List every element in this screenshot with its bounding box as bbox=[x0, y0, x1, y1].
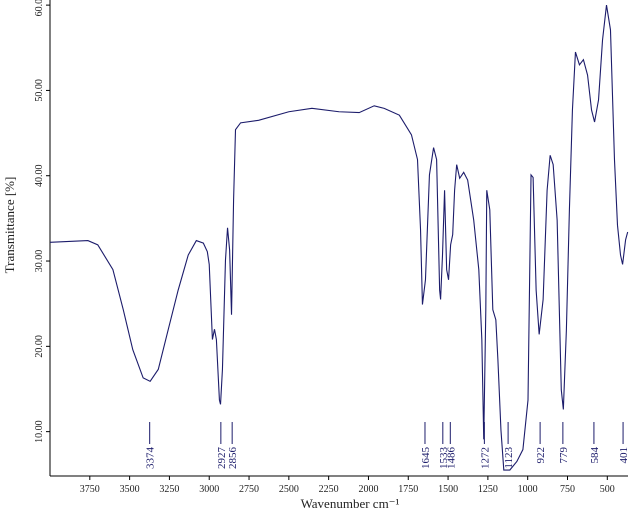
y-axis-title: Transmittance [%] bbox=[2, 177, 17, 274]
peak-label: 401 bbox=[618, 447, 630, 464]
x-tick-label: 3250 bbox=[159, 484, 179, 495]
y-tick-label: 50.00 bbox=[34, 79, 45, 102]
peak-label: 1533 bbox=[438, 447, 450, 470]
y-tick-label: 40.00 bbox=[34, 164, 45, 187]
y-tick-label: 20.00 bbox=[34, 335, 45, 358]
x-tick-label: 3750 bbox=[80, 484, 100, 495]
peak-label: 922 bbox=[535, 447, 547, 464]
x-tick-label: 2000 bbox=[358, 484, 378, 495]
y-tick-label: 30.00 bbox=[34, 250, 45, 273]
x-tick-label: 1000 bbox=[518, 484, 538, 495]
peak-label: 1272 bbox=[479, 447, 491, 469]
x-tick-label: 2750 bbox=[239, 484, 259, 495]
peak-label: 584 bbox=[589, 447, 601, 464]
x-tick-label: 3500 bbox=[120, 484, 140, 495]
peak-label: 2856 bbox=[227, 447, 239, 470]
peak-label: 2927 bbox=[216, 447, 228, 470]
peak-label: 3374 bbox=[145, 447, 157, 470]
peak-label: 1486 bbox=[445, 447, 457, 470]
x-axis-title: Wavenumber cm⁻¹ bbox=[301, 496, 400, 511]
x-tick-label: 1750 bbox=[398, 484, 418, 495]
x-tick-label: 750 bbox=[560, 484, 575, 495]
peak-label: 1645 bbox=[420, 447, 432, 470]
peak-label: 779 bbox=[558, 447, 570, 464]
x-tick-label: 500 bbox=[600, 484, 615, 495]
peak-label: 1123 bbox=[503, 447, 515, 469]
x-tick-label: 3000 bbox=[199, 484, 219, 495]
spectrum-line bbox=[49, 5, 629, 471]
x-tick-label: 2500 bbox=[279, 484, 299, 495]
y-tick-label: 60.00 bbox=[34, 0, 45, 16]
x-tick-label: 1500 bbox=[438, 484, 458, 495]
x-tick-label: 1250 bbox=[478, 484, 498, 495]
x-tick-label: 2250 bbox=[319, 484, 339, 495]
y-tick-label: 10.00 bbox=[34, 420, 45, 443]
